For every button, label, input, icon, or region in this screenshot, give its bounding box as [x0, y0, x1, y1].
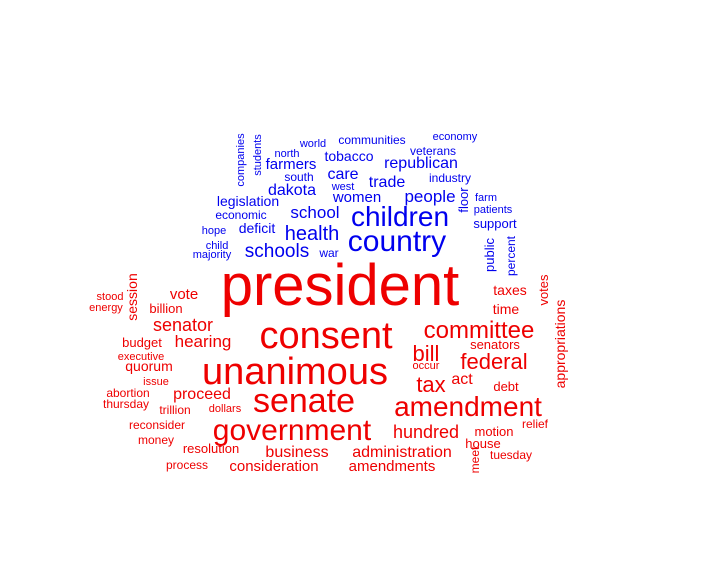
word-resolution-red: resolution [183, 441, 239, 456]
word-process-red: process [166, 458, 208, 472]
word-country-blue: country [348, 225, 446, 258]
word-amendments-red: amendments [349, 458, 436, 475]
word-hundred-red: hundred [393, 422, 459, 442]
word-health-blue: health [285, 223, 340, 245]
word-house-red: house [465, 436, 500, 451]
word-economy-blue: economy [433, 131, 478, 143]
word-public-blue: public [482, 238, 497, 272]
word-debt-red: debt [493, 379, 519, 394]
word-thursday-red: thursday [103, 397, 149, 411]
word-trade-blue: trade [369, 174, 406, 191]
word-billion-red: billion [149, 301, 182, 316]
word-veterans-blue: veterans [410, 144, 456, 158]
word-floor-blue: floor [456, 187, 471, 213]
word-companies-blue: companies [235, 133, 247, 187]
word-republican-blue: republican [384, 155, 458, 172]
word-communities-blue: communities [338, 133, 405, 147]
word-school-blue: school [290, 203, 339, 222]
word-economic-blue: economic [215, 208, 266, 222]
word-federal-red: federal [460, 349, 527, 374]
word-tax-red: tax [416, 372, 445, 397]
word-dakota-blue: dakota [268, 182, 316, 199]
word-farmers-blue: farmers [266, 156, 317, 173]
word-dollars-red: dollars [209, 403, 242, 415]
word-trillion-red: trillion [159, 403, 190, 417]
word-west-blue: west [331, 181, 355, 193]
word-reconsider-red: reconsider [129, 418, 185, 432]
word-tuesday-red: tuesday [490, 448, 532, 462]
word-women-blue: women [332, 189, 381, 206]
word-appropriations-red: appropriations [552, 300, 568, 389]
word-business-red: business [265, 444, 328, 461]
word-vote-red: vote [170, 286, 198, 303]
word-consideration-red: consideration [229, 458, 318, 475]
word-bill-red: bill [413, 341, 440, 366]
word-care-blue: care [327, 166, 358, 183]
word-relief-red: relief [522, 417, 549, 431]
word-administration-red: administration [352, 444, 452, 461]
word-votes-red: votes [536, 274, 551, 306]
word-occur-red: occur [413, 360, 440, 372]
word-patients-blue: patients [474, 204, 513, 216]
word-people-blue: people [404, 187, 455, 206]
word-energy-red: energy [89, 302, 123, 314]
word-meet-red: meet [468, 446, 482, 473]
word-students-blue: students [252, 134, 264, 176]
word-committee-red: committee [424, 317, 535, 344]
word-deficit-blue: deficit [239, 220, 276, 236]
word-issue-red: issue [143, 376, 169, 388]
word-tobacco-blue: tobacco [324, 148, 373, 164]
word-quorum-red: quorum [125, 358, 172, 374]
word-industry-blue: industry [429, 171, 471, 185]
word-south-blue: south [284, 170, 313, 184]
word-stood-red: stood [97, 291, 124, 303]
word-president-red: president [221, 253, 460, 318]
word-consent-red: consent [259, 315, 393, 357]
word-unanimous-red: unanimous [202, 351, 388, 393]
word-child-blue: child [206, 240, 229, 252]
word-government-red: government [213, 414, 372, 447]
word-schools-blue: schools [245, 241, 309, 262]
word-support-blue: support [473, 216, 517, 231]
word-budget-red: budget [122, 335, 162, 350]
word-north-blue: north [274, 148, 299, 160]
word-hope-blue: hope [202, 225, 226, 237]
word-taxes-red: taxes [493, 282, 526, 298]
word-money-red: money [138, 433, 174, 447]
word-senate-red: senate [253, 382, 355, 420]
word-legislation-blue: legislation [217, 193, 279, 209]
word-executive-red: executive [118, 351, 164, 363]
word-act-red: act [451, 371, 473, 388]
word-war-blue: war [318, 246, 338, 260]
word-amendment-red: amendment [394, 391, 542, 422]
word-abortion-red: abortion [106, 386, 149, 400]
word-time-red: time [493, 301, 520, 317]
word-motion-red: motion [474, 424, 513, 439]
word-majority-blue: majority [193, 249, 232, 261]
word-senator-red: senator [153, 315, 213, 335]
word-percent-blue: percent [504, 235, 518, 276]
word-session-red: session [124, 273, 140, 320]
word-proceed-red: proceed [173, 386, 231, 403]
word-group: presidentconsentunanimoussenategovernmen… [89, 131, 568, 475]
word-children-blue: children [351, 201, 449, 232]
word-senators-red: senators [470, 337, 520, 352]
word-world-blue: world [299, 138, 326, 150]
word-hearing-red: hearing [175, 332, 232, 351]
word-farm-blue: farm [475, 192, 497, 204]
